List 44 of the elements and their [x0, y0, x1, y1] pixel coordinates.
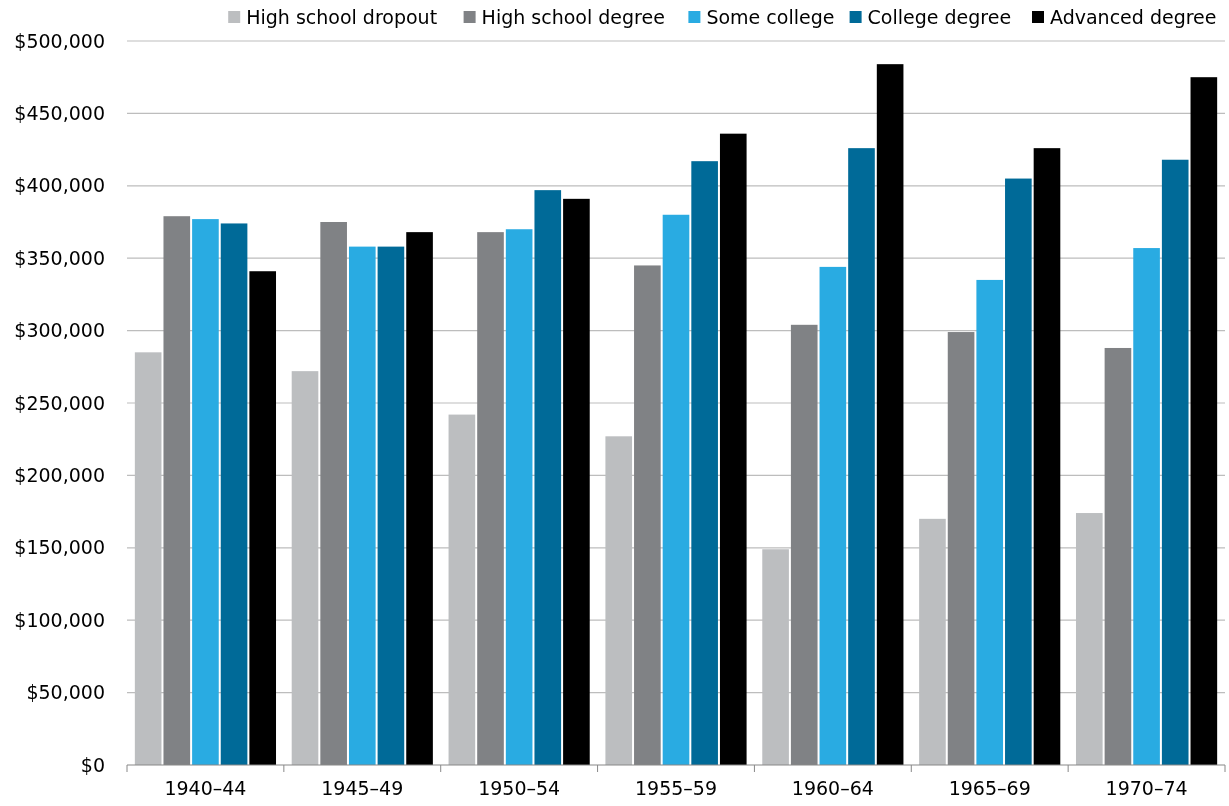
x-tick-label: 1940–44	[164, 777, 247, 799]
bar	[249, 271, 277, 765]
bar	[719, 133, 747, 765]
bar	[348, 246, 376, 765]
y-tick-label: $250,000	[14, 391, 105, 414]
x-tick-label: 1955–59	[634, 777, 718, 799]
y-tick-label: $0	[80, 753, 105, 776]
x-tick-label: 1970–74	[1105, 777, 1188, 799]
bar	[662, 214, 690, 765]
bar	[377, 246, 405, 765]
x-tick-label: 1960–64	[791, 777, 874, 799]
y-tick-label: $450,000	[14, 102, 105, 125]
y-tick-label: $200,000	[14, 464, 105, 487]
y-tick-label: $350,000	[14, 246, 105, 269]
bar	[848, 148, 875, 765]
y-tick-label: $500,000	[14, 29, 105, 52]
y-tick-label: $100,000	[14, 608, 105, 631]
x-tick-label: 1965–69	[948, 777, 1031, 799]
y-tick-label: $400,000	[14, 174, 105, 197]
x-tick-label: 1950–54	[478, 777, 561, 799]
x-tick-label: 1945–49	[321, 777, 404, 799]
legend-label: College degree	[867, 6, 1012, 28]
y-tick-label: $300,000	[14, 319, 105, 342]
bar	[563, 198, 590, 765]
bar	[976, 279, 1004, 765]
bar	[1033, 148, 1061, 765]
legend-label: Some college	[706, 6, 835, 28]
bar	[1161, 159, 1189, 765]
bar	[220, 223, 248, 765]
legend-label: High school degree	[481, 6, 665, 28]
bar	[505, 229, 533, 765]
bar	[534, 190, 562, 765]
bar	[1190, 77, 1218, 765]
legend-label: High school dropout	[246, 6, 438, 28]
y-tick-label: $150,000	[14, 536, 105, 559]
bar	[876, 64, 904, 765]
legend-label: Advanced degree	[1050, 6, 1217, 28]
y-tick-label: $50,000	[26, 681, 105, 704]
bar	[192, 219, 219, 765]
bar	[1133, 248, 1160, 765]
bar	[1005, 178, 1032, 765]
bar	[406, 232, 433, 765]
bar	[691, 161, 718, 765]
bar	[819, 266, 847, 765]
